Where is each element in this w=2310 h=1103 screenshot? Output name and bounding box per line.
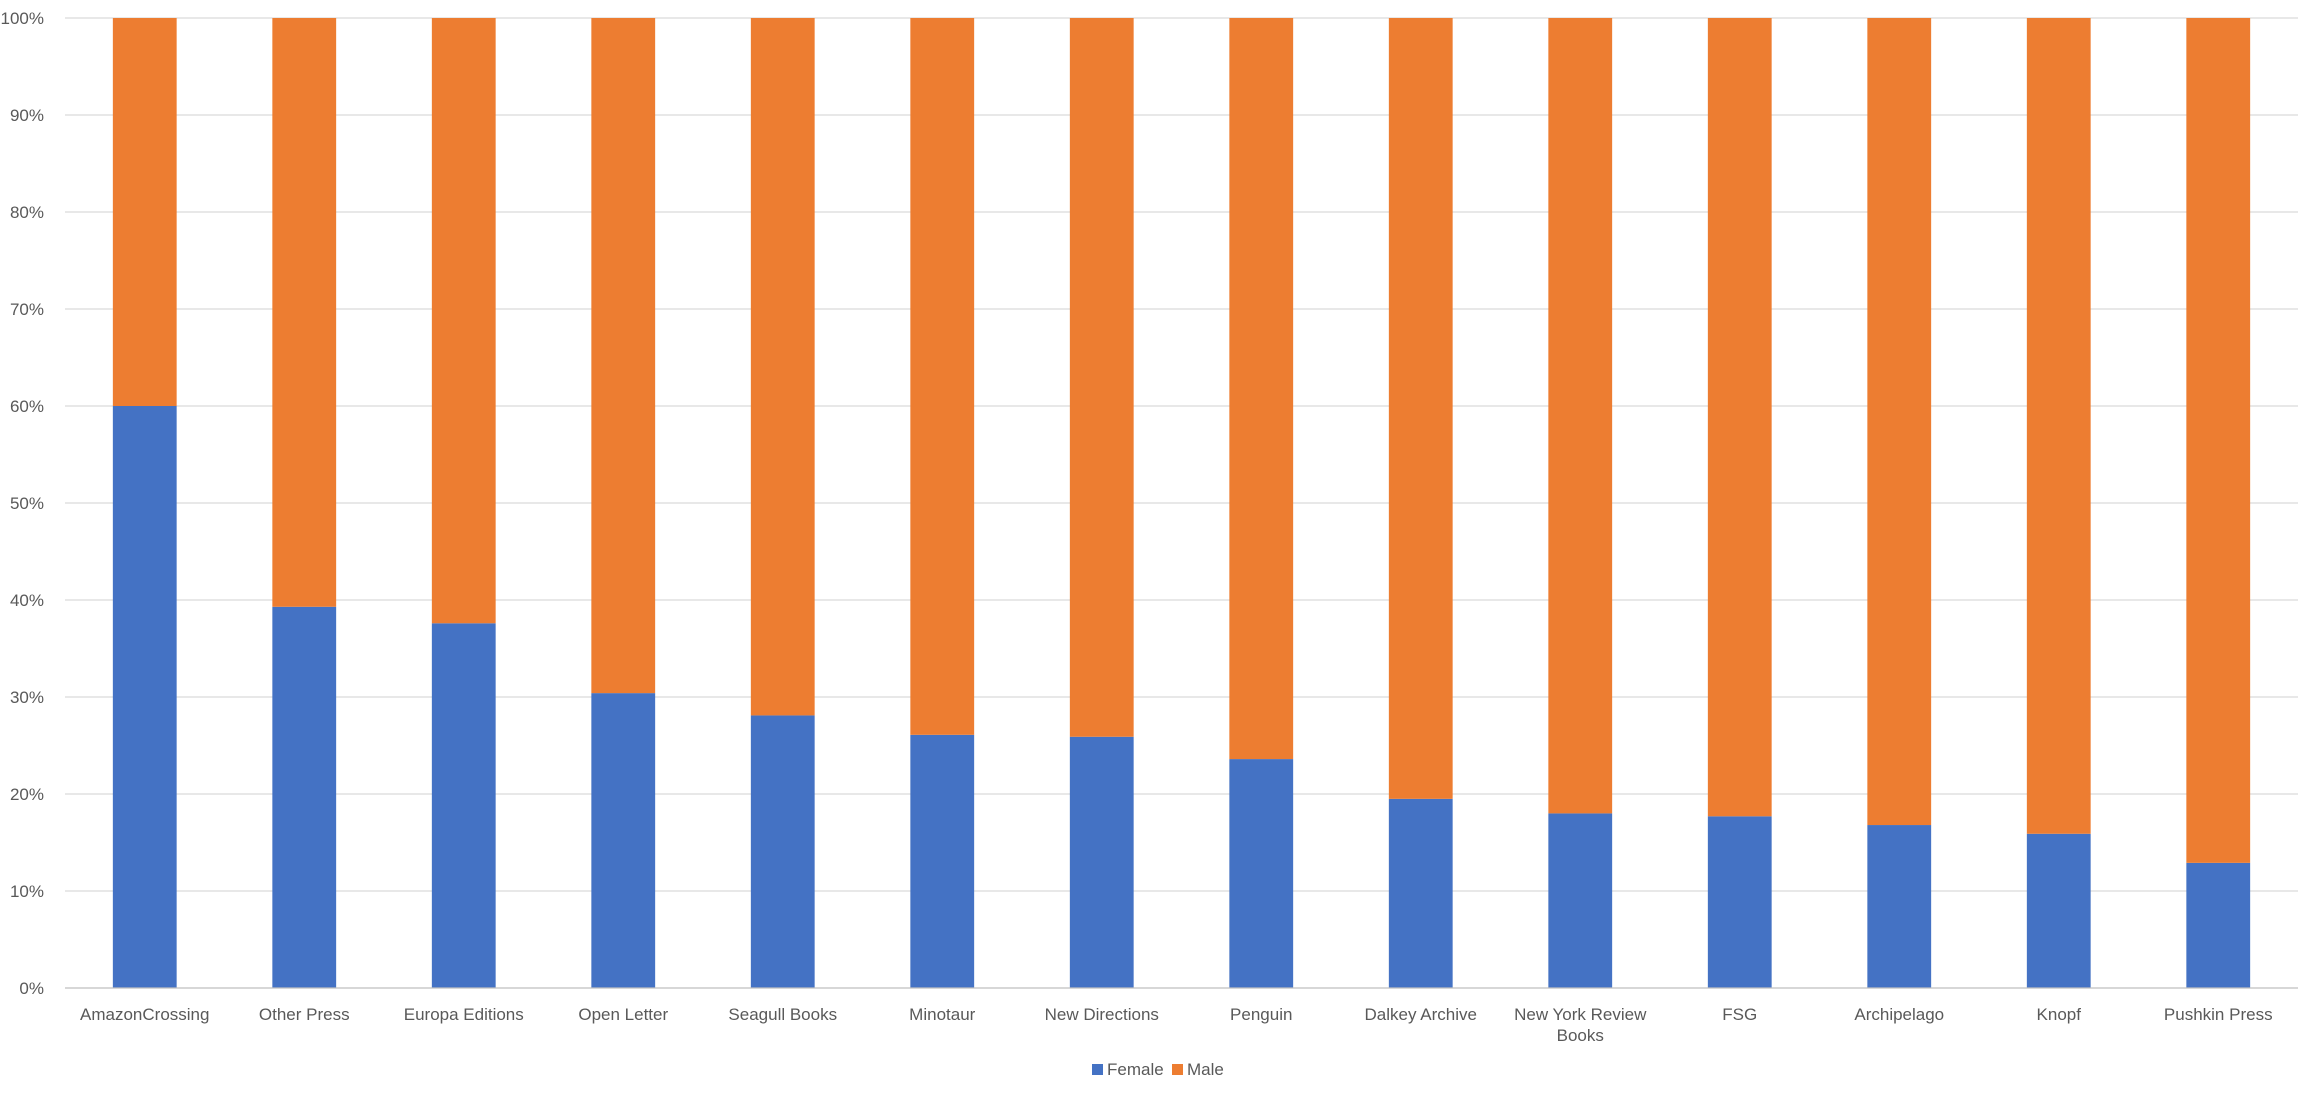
bar-male xyxy=(1707,18,1772,817)
bar-male xyxy=(750,18,815,716)
x-category-label: Penguin xyxy=(1230,1005,1292,1024)
bar-male xyxy=(1388,18,1453,799)
bar-female xyxy=(1069,736,1134,988)
bars xyxy=(112,18,2251,988)
bar-female xyxy=(2186,862,2251,988)
x-category-label: Minotaur xyxy=(909,1005,975,1024)
x-category-label: Open Letter xyxy=(578,1005,668,1024)
bar-female xyxy=(1548,813,1613,988)
y-tick-label: 10% xyxy=(10,882,44,901)
x-category-label: Dalkey Archive xyxy=(1365,1005,1477,1024)
y-tick-label: 100% xyxy=(1,9,44,28)
bar-female xyxy=(272,606,337,988)
y-tick-label: 0% xyxy=(19,979,44,998)
bar-male xyxy=(1867,18,1932,826)
bar-female xyxy=(1229,759,1294,988)
bar-male xyxy=(1548,18,1613,814)
y-tick-label: 60% xyxy=(10,397,44,416)
bar-male xyxy=(2026,18,2091,834)
x-category-label: Archipelago xyxy=(1854,1005,1944,1024)
bar-male xyxy=(431,18,496,624)
bar-male xyxy=(2186,18,2251,863)
x-category-label: New York Review Books xyxy=(1514,1005,1647,1045)
x-category-label: AmazonCrossing xyxy=(80,1005,209,1024)
gridlines xyxy=(65,17,2298,892)
bar-female xyxy=(591,693,656,988)
x-category-label: Knopf xyxy=(2037,1005,2082,1024)
bar-female xyxy=(431,623,496,988)
x-category-label: Other Press xyxy=(259,1005,350,1024)
legend-swatch-female xyxy=(1092,1064,1103,1075)
y-tick-label: 80% xyxy=(10,203,44,222)
y-tick-label: 40% xyxy=(10,591,44,610)
bar-female xyxy=(1388,798,1453,988)
x-category-label: Seagull Books xyxy=(728,1005,837,1024)
y-tick-label: 90% xyxy=(10,106,44,125)
bar-male xyxy=(272,18,337,607)
bar-male xyxy=(112,18,177,406)
bar-male xyxy=(910,18,975,735)
bar-female xyxy=(1867,825,1932,988)
bar-female xyxy=(112,406,177,988)
legend-label-female: Female xyxy=(1107,1060,1164,1079)
y-tick-label: 20% xyxy=(10,785,44,804)
x-category-label: New Directions xyxy=(1045,1005,1159,1024)
legend-label-male: Male xyxy=(1187,1060,1224,1079)
bar-male xyxy=(1069,18,1134,737)
x-category-label: Europa Editions xyxy=(404,1005,524,1024)
bar-female xyxy=(750,715,815,988)
legend: Female Male xyxy=(1092,1060,1224,1079)
y-tick-label: 70% xyxy=(10,300,44,319)
bar-male xyxy=(591,18,656,694)
x-category-label: Pushkin Press xyxy=(2164,1005,2273,1024)
y-axis-tick-labels: 0% 10% 20% 30% 40% 50% 60% 70% 80% 90% 100% xyxy=(1,9,44,998)
x-category-label: FSG xyxy=(1722,1005,1757,1024)
x-axis-category-labels: AmazonCrossing Other Press Europa Editions… xyxy=(80,1005,2273,1045)
bar-female xyxy=(1707,816,1772,988)
legend-swatch-male xyxy=(1172,1064,1183,1075)
bar-female xyxy=(910,734,975,988)
bar-female xyxy=(2026,833,2091,988)
y-tick-label: 30% xyxy=(10,688,44,707)
y-tick-label: 50% xyxy=(10,494,44,513)
bar-male xyxy=(1229,18,1294,760)
